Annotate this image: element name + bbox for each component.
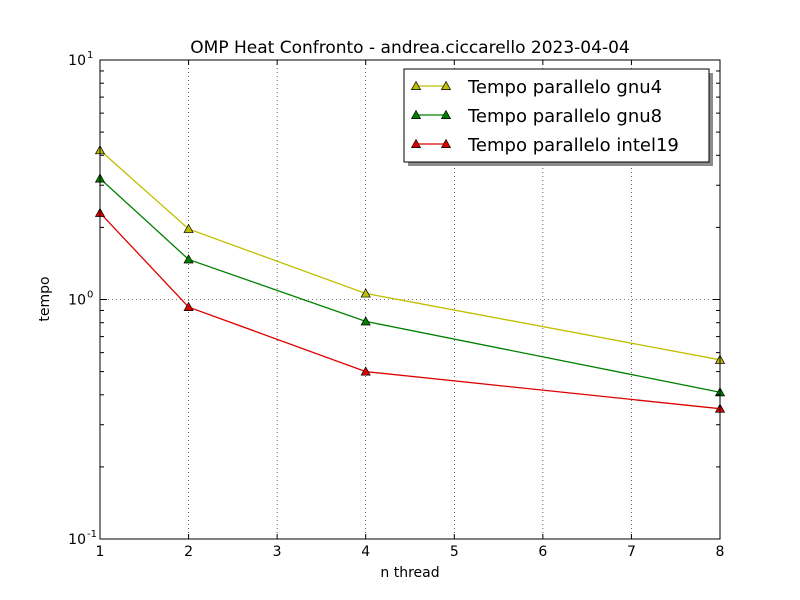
- y-axis-label: tempo: [37, 276, 53, 321]
- chart-title: OMP Heat Confronto - andrea.ciccarello 2…: [190, 38, 629, 58]
- legend-swatch-marker: [410, 109, 422, 119]
- grid: [99, 60, 721, 539]
- x-tick-label: 4: [361, 544, 370, 560]
- legend-box: [403, 68, 710, 163]
- x-tick-label: 8: [716, 544, 725, 560]
- legend-swatch-marker: [440, 109, 452, 119]
- legend-swatch-marker: [410, 138, 422, 148]
- legend-label: Tempo parallelo gnu8: [467, 106, 662, 127]
- legend: Tempo parallelo gnu4 Tempo parallelo gnu8…: [403, 68, 713, 166]
- legend-swatch-marker: [410, 80, 422, 90]
- x-tick-label: 5: [450, 544, 459, 560]
- legend-label: Tempo parallelo gnu4: [467, 77, 662, 98]
- y-tick-label: 10: [68, 53, 86, 69]
- series-line-0: [99, 149, 721, 361]
- legend-label: Tempo parallelo intel19: [467, 135, 679, 156]
- series-line-1: [99, 178, 721, 393]
- y-tick-label-base: 10: [68, 53, 86, 69]
- y-tick-label: 10: [68, 532, 86, 548]
- data-point: [360, 316, 371, 326]
- data-point: [183, 254, 194, 264]
- legend-swatch-marker: [440, 138, 452, 148]
- x-axis-label: n thread: [380, 565, 439, 581]
- x-tick-label: 2: [184, 544, 193, 560]
- y-tick-label: 10: [68, 293, 86, 309]
- data-point: [183, 301, 194, 311]
- series-lines: [94, 145, 726, 413]
- x-tick-label: 1: [96, 544, 105, 560]
- x-tick-label: 7: [627, 544, 636, 560]
- y-tick-label-exponent: -1: [87, 529, 97, 540]
- y-tick-label-base: 10: [68, 293, 86, 309]
- data-point: [360, 288, 371, 298]
- data-point: [360, 366, 371, 376]
- y-tick-label-exponent: 1: [87, 50, 93, 61]
- data-point: [183, 223, 194, 233]
- series-line-2: [99, 212, 721, 410]
- y-tick-label-exponent: 0: [87, 290, 93, 301]
- x-tick-label: 3: [273, 544, 282, 560]
- legend-swatch-marker: [440, 80, 452, 90]
- y-tick-label-base: 10: [68, 532, 86, 548]
- x-tick-label: 6: [538, 544, 547, 560]
